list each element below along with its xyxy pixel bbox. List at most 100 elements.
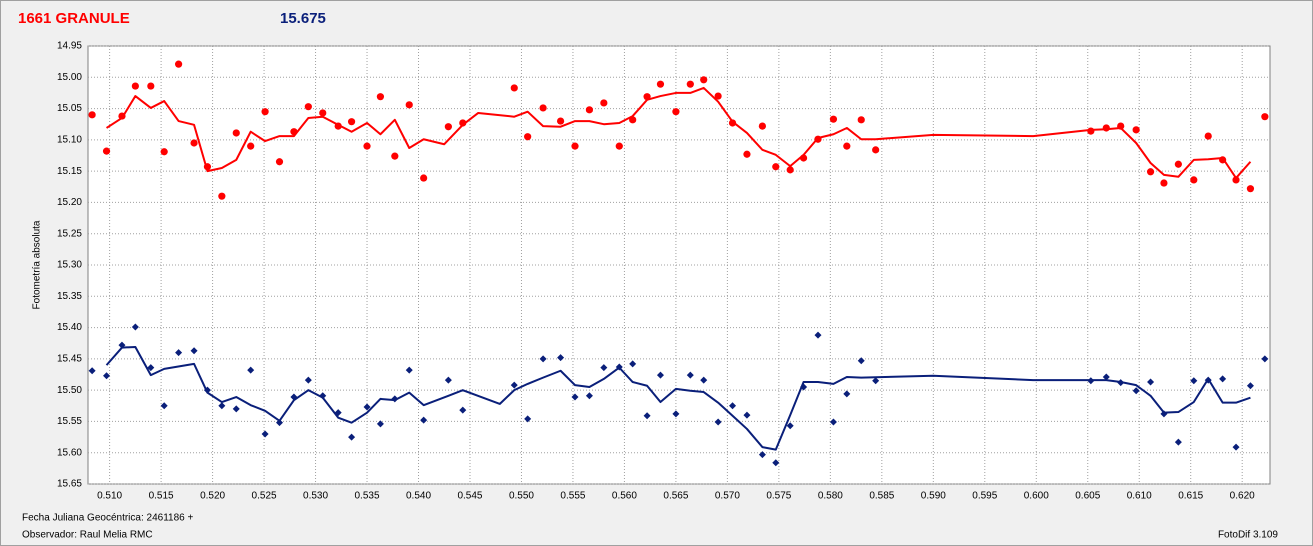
data-point [539, 355, 547, 363]
data-point [1219, 375, 1227, 383]
data-point [510, 84, 518, 92]
data-point [1102, 124, 1110, 132]
data-point [524, 133, 532, 141]
x-tick-label: 0.560 [612, 491, 637, 502]
data-point [319, 109, 327, 117]
data-point [131, 323, 139, 331]
data-point [524, 415, 532, 423]
data-point [772, 459, 780, 467]
data-point [88, 367, 96, 375]
data-point [275, 158, 284, 166]
x-tick-label: 0.535 [355, 491, 380, 502]
data-point [175, 60, 183, 68]
data-point [160, 148, 168, 156]
x-tick-label: 0.595 [972, 491, 997, 502]
y-tick-label: 15.40 [57, 322, 82, 333]
data-point [672, 410, 680, 418]
data-point [743, 150, 751, 158]
y-tick-label: 15.00 [57, 72, 82, 83]
y-tick-label: 15.05 [57, 103, 82, 114]
data-point [1246, 382, 1254, 390]
data-point [556, 117, 565, 125]
data-point [459, 119, 467, 127]
data-point [857, 357, 865, 365]
data-point [629, 360, 637, 368]
x-tick-label: 0.515 [149, 491, 174, 502]
data-point [510, 381, 518, 389]
data-point [1160, 179, 1168, 187]
data-point [102, 147, 111, 155]
x-tick-label: 0.580 [818, 491, 843, 502]
data-point [643, 412, 651, 420]
x-tick-label: 0.525 [252, 491, 277, 502]
data-point [615, 142, 623, 150]
x-tick-label: 0.585 [869, 491, 894, 502]
data-point [1232, 176, 1240, 184]
data-point [1132, 387, 1140, 395]
data-point [147, 364, 155, 372]
data-point [261, 430, 269, 438]
y-tick-label: 15.65 [57, 479, 82, 490]
data-point [672, 108, 680, 116]
y-tick-label: 15.35 [57, 291, 82, 302]
data-point [829, 418, 837, 426]
data-point [714, 92, 722, 100]
data-point [459, 406, 467, 414]
data-point [247, 142, 255, 150]
data-point [1102, 373, 1110, 381]
data-point [571, 393, 579, 401]
data-point [843, 390, 851, 398]
data-point [190, 139, 198, 147]
trend-line [105, 86, 1252, 180]
data-point [1204, 132, 1212, 140]
observer: Observador: Raul Melia RMC [22, 530, 153, 541]
data-point [304, 376, 312, 384]
x-axis-label: Fecha Juliana Geocéntrica: 2461186 + [22, 513, 193, 524]
data-point [829, 115, 838, 123]
data-point [539, 104, 547, 112]
data-point [600, 99, 608, 107]
data-point [391, 152, 399, 160]
data-point [772, 163, 780, 171]
data-point [190, 347, 198, 355]
x-tick-label: 0.590 [921, 491, 946, 502]
data-point [376, 93, 385, 101]
data-point [700, 376, 708, 384]
data-point [304, 103, 312, 111]
data-point [1232, 443, 1240, 451]
x-tick-label: 0.610 [1127, 491, 1152, 502]
y-tick-label: 15.60 [57, 447, 82, 458]
data-point [247, 366, 255, 374]
data-point [585, 392, 593, 400]
x-tick-label: 0.540 [406, 491, 431, 502]
data-point [232, 129, 240, 137]
data-point [571, 142, 579, 150]
data-point [420, 174, 428, 182]
y-tick-label: 15.20 [57, 197, 82, 208]
data-point [405, 101, 413, 109]
data-point [656, 80, 665, 88]
data-point [1174, 160, 1182, 168]
x-tick-label: 0.555 [560, 491, 585, 502]
y-tick-label: 15.45 [57, 353, 82, 364]
data-point [857, 116, 865, 124]
data-point [743, 411, 751, 419]
x-tick-label: 0.570 [715, 491, 740, 502]
data-point [585, 106, 594, 114]
data-point [786, 422, 794, 430]
y-tick-label: 15.55 [57, 416, 82, 427]
y-tick-label: 15.50 [57, 385, 82, 396]
data-point [131, 82, 139, 90]
data-point [686, 371, 694, 379]
x-tick-label: 0.620 [1230, 491, 1255, 502]
data-point [444, 376, 452, 384]
data-point [376, 420, 384, 428]
y-tick-label: 15.15 [57, 166, 82, 177]
chart-subtitle: 15.675 [280, 10, 326, 27]
data-point [348, 433, 356, 441]
data-point [1190, 176, 1198, 184]
data-point [232, 405, 240, 413]
data-point [843, 142, 851, 150]
data-point [405, 366, 413, 374]
